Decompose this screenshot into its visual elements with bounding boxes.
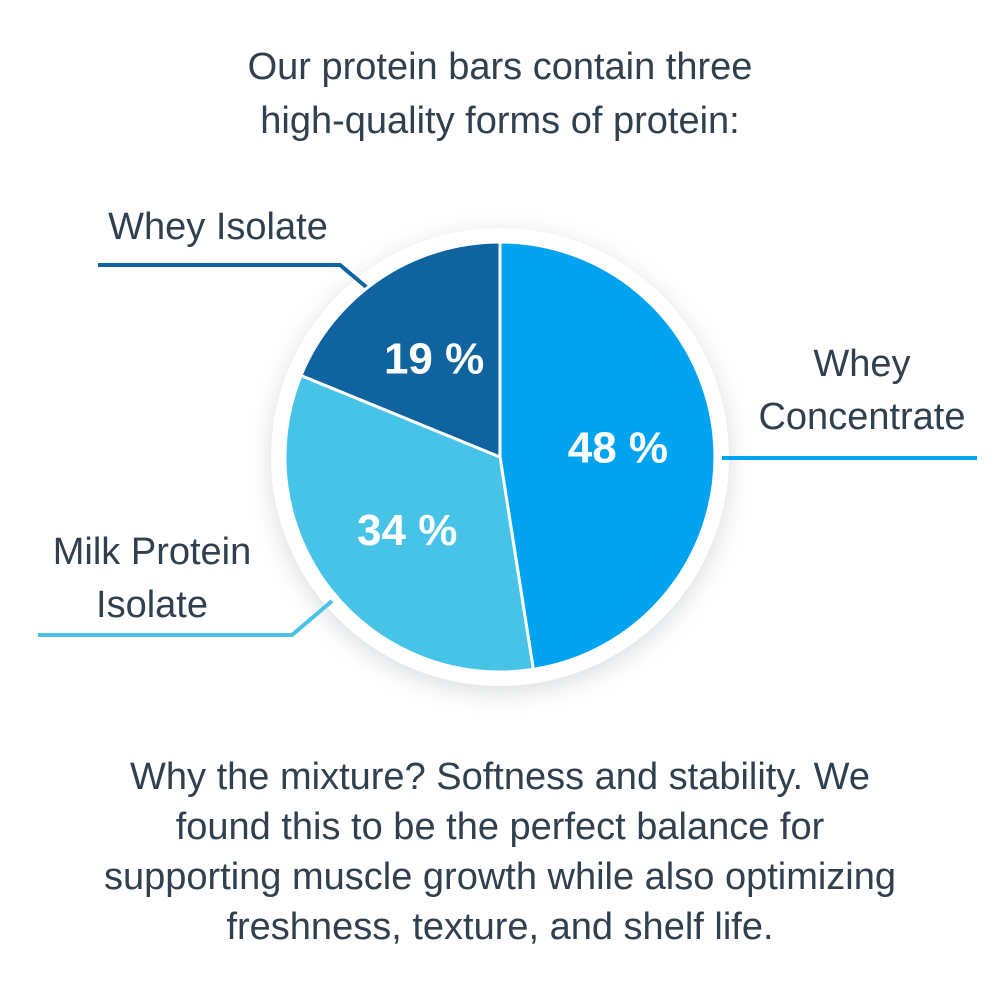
pie-slice-whey-concentrate	[498, 240, 717, 671]
footer-paragraph: Why the mixture? Softness and stability.…	[0, 752, 1000, 952]
footer-line-2: found this to be the perfect balance for	[175, 806, 825, 848]
page-title: Our protein bars contain three high-qual…	[0, 40, 1000, 148]
callout-label-whey-isolate: Whey Isolate	[108, 206, 328, 248]
leader-line-milk-protein-isolate	[38, 599, 334, 637]
footer-line-3: supporting muscle growth while also opti…	[103, 856, 897, 898]
pie-value-label-whey-concentrate: 48 %	[568, 423, 668, 472]
callout-label-milk-protein-isolate: Milk Protein Isolate	[52, 531, 252, 626]
leader-line-whey-isolate	[98, 263, 373, 293]
footer-line-4: freshness, texture, and shelf life.	[226, 906, 774, 948]
pie-value-label-whey-isolate: 19 %	[384, 334, 484, 383]
page-title-line-1: Our protein bars contain three	[247, 46, 753, 88]
leader-lines	[38, 263, 977, 637]
page-title-line-2: high-quality forms of protein:	[260, 100, 740, 142]
pie-slice-whey-isolate	[299, 240, 502, 459]
pie-slice-milk-protein-isolate	[283, 374, 535, 674]
pie-slices	[283, 240, 717, 674]
callout-label-whey-concentrate: Whey Concentrate	[758, 343, 966, 438]
footer-line-1: Why the mixture? Softness and stability.…	[130, 756, 870, 798]
pie-value-label-milk-protein-isolate: 34 %	[357, 506, 457, 555]
pie-value-labels: 48 % 34 % 19 %	[357, 334, 668, 555]
